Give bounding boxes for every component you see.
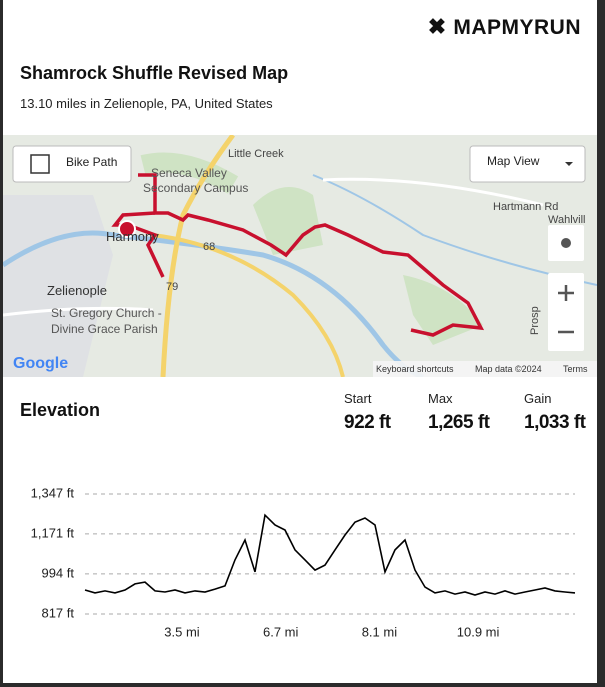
checkbox[interactable] (30, 154, 50, 174)
zoom-controls[interactable] (548, 273, 584, 351)
road-shield: 79 (166, 281, 178, 293)
road-shield: 68 (203, 241, 215, 253)
place-label: Hartmann Rd (493, 201, 558, 213)
place-label: Secondary Campus (143, 181, 248, 195)
road (3, 306, 154, 317)
place-label: Seneca Valley (151, 166, 227, 180)
town-area (3, 195, 113, 377)
road (152, 233, 345, 377)
map-footer-text: Map data ©2024 (475, 364, 542, 374)
stat-value: 922 ft (344, 412, 391, 433)
x-tick-label: 3.5 mi (164, 624, 200, 639)
park (140, 152, 239, 194)
map[interactable]: Little Creek Seneca Valley Secondary Cam… (3, 135, 597, 377)
route-subtitle: 13.10 miles in Zelienople, PA, United St… (20, 96, 273, 111)
stat-value: 1,265 ft (428, 412, 490, 433)
brand-text: MAPMYRUN (453, 16, 581, 39)
route (138, 173, 485, 337)
river (3, 230, 424, 377)
stat-label: Max (428, 391, 453, 406)
zoom-icons (558, 285, 574, 334)
y-tick-label: 1,171 ft (31, 525, 75, 540)
google-logo[interactable]: Google (13, 355, 68, 372)
locate-icon (561, 238, 571, 248)
park (253, 187, 323, 255)
bike-path-label: Bike Path (66, 155, 117, 169)
map-view-select[interactable] (469, 145, 586, 183)
route-title: Shamrock Shuffle Revised Map (20, 63, 289, 83)
stat: Start 922 ft (344, 391, 391, 434)
elevation-title: Elevation (20, 400, 101, 420)
map-footer (373, 361, 597, 377)
y-tick-label: 817 ft (41, 605, 74, 620)
elevation-line (84, 513, 576, 596)
brand[interactable]: ✖ MAPMYRUN (427, 14, 581, 39)
place-label: Divine Grace Parish (51, 322, 158, 336)
road (322, 177, 544, 207)
stat-value: 1,033 ft (524, 412, 586, 433)
x-tick-label: 8.1 mi (362, 624, 398, 639)
map-footer-link[interactable]: Terms (563, 364, 588, 374)
y-tick-label: 994 ft (41, 565, 74, 580)
x-tick-label: 6.7 mi (263, 624, 299, 639)
place-label: St. Gregory Church - (51, 306, 162, 320)
map-footer-link[interactable]: Keyboard shortcuts (376, 364, 454, 374)
y-tick-label: 1,347 ft (31, 485, 75, 500)
stat-label: Start (344, 391, 372, 406)
place-label: Zelienople (47, 283, 107, 298)
place-label: Little Creek (228, 148, 284, 160)
place-label: Prosp (529, 306, 541, 335)
dropdown-arrow (565, 162, 573, 166)
stat-label: Gain (524, 391, 552, 406)
x-tick-label: 10.9 mi (457, 624, 500, 639)
creek (312, 174, 597, 286)
map-view-label: Map View (487, 154, 540, 168)
route-card: ✖ MAPMYRUN Shamrock Shuffle Revised Map … (3, 0, 597, 683)
place-label: Wahlvill (548, 214, 586, 226)
stat: Max 1,265 ft (428, 391, 490, 434)
stat: Gain 1,033 ft (524, 391, 586, 434)
elevation-chart: 817 ft 994 ft 1,171 ft 1,347 ft 3.5 mi 6.7 mi… (31, 485, 576, 639)
start-marker[interactable] (118, 220, 136, 238)
place-label: Harmony (106, 229, 159, 244)
